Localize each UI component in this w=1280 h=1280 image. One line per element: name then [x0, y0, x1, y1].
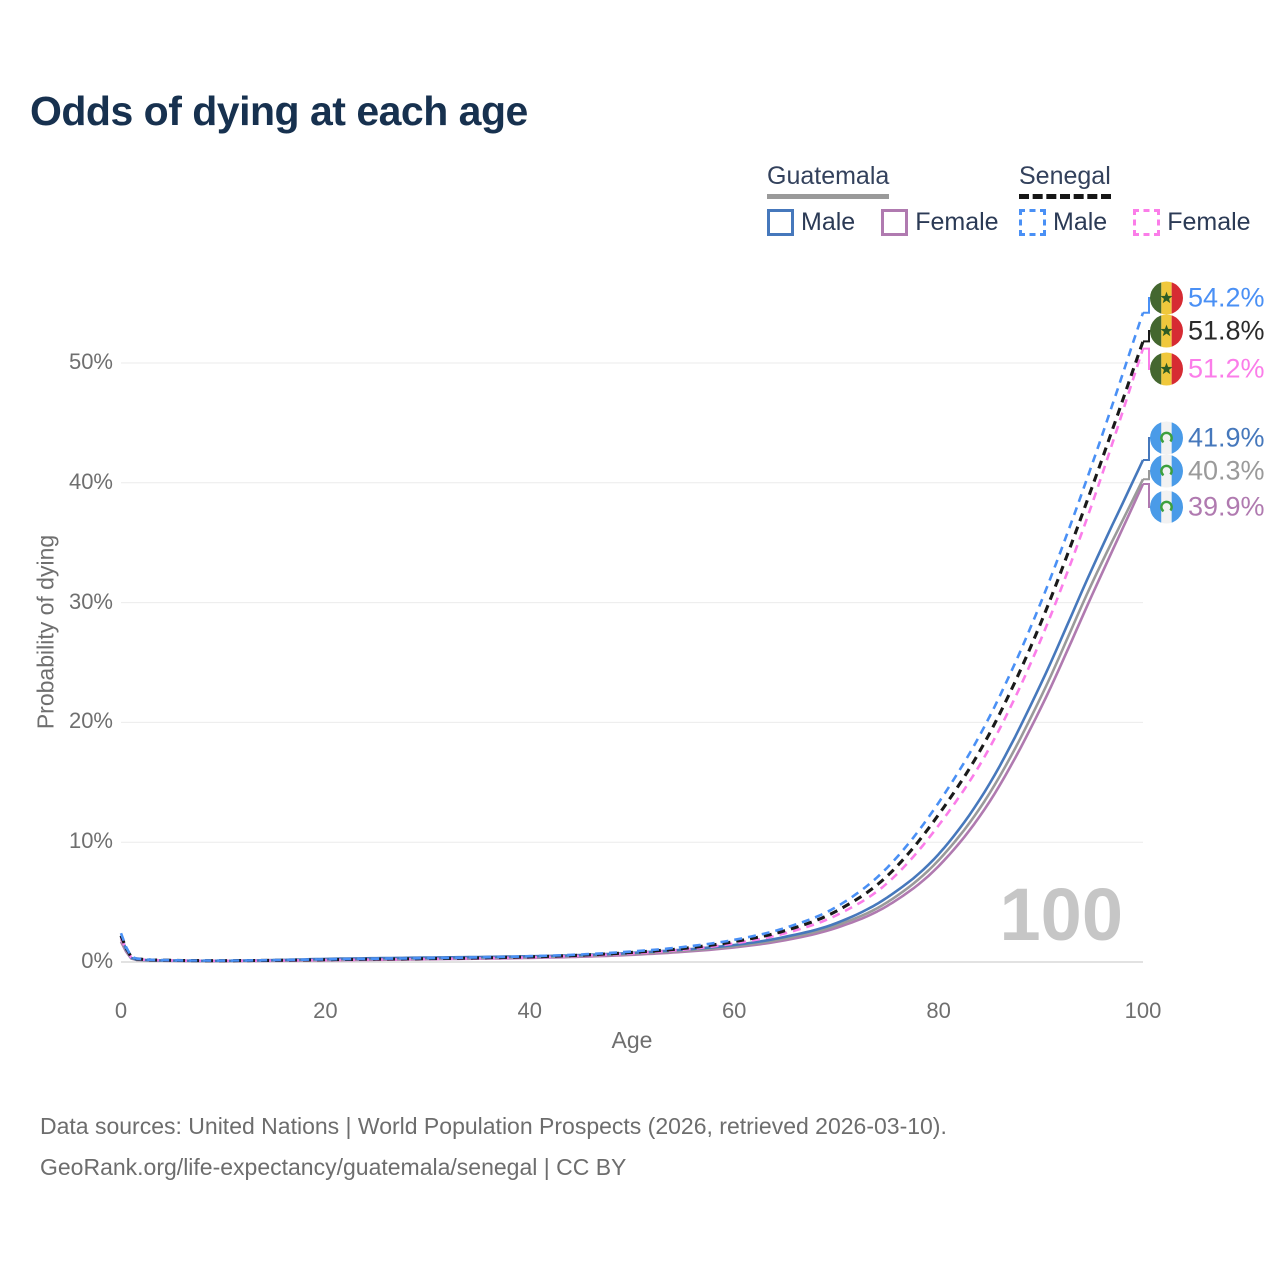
- page-title: Odds of dying at each age: [30, 88, 528, 134]
- y-axis-tick-label: 0%: [81, 948, 113, 973]
- legend-group-guatemala: Guatemala Male Female: [767, 162, 1025, 237]
- senegal-flag-icon: [1150, 314, 1183, 348]
- legend-item-guatemala-male[interactable]: Male: [767, 208, 855, 237]
- guatemala-flag-icon: [1150, 454, 1183, 488]
- end-label-senegal_female: 51.2%: [1150, 352, 1265, 386]
- guatemala-flag-icon: [1150, 490, 1183, 524]
- legend-group-senegal: Senegal Male Female: [1019, 162, 1277, 237]
- legend-swatch-guatemala-female-icon: [881, 209, 909, 236]
- end-label-value-guatemala_female: 39.9%: [1188, 491, 1265, 522]
- x-axis-tick-label: 0: [114, 998, 128, 1023]
- legend-country-guatemala[interactable]: Guatemala: [767, 162, 890, 199]
- x-axis-tick-label: 80: [926, 998, 951, 1023]
- end-label-guatemala_female: 39.9%: [1150, 490, 1265, 524]
- x-axis-title: Age: [611, 1027, 653, 1053]
- legend-item-senegal-male[interactable]: Male: [1019, 208, 1107, 237]
- y-axis-tick-label: 40%: [68, 468, 113, 494]
- legend-country-senegal[interactable]: Senegal: [1019, 162, 1111, 199]
- legend-swatch-guatemala-male-icon: [767, 209, 794, 236]
- senegal-flag-icon: [1150, 281, 1183, 315]
- end-label-value-senegal_female: 51.2%: [1188, 353, 1265, 384]
- end-label-value-senegal_male: 54.2%: [1188, 282, 1265, 313]
- end-label-guatemala_both: 40.3%: [1150, 454, 1265, 488]
- legend-label-senegal-female: Female: [1167, 208, 1251, 236]
- legend-item-senegal-female[interactable]: Female: [1133, 208, 1251, 237]
- series-line-guatemala_male[interactable]: [119, 459, 1145, 963]
- x-axis-tick-label: 60: [721, 998, 747, 1023]
- legend-label-guatemala-male: Male: [801, 208, 856, 236]
- end-label-senegal_both: 51.8%: [1150, 314, 1265, 348]
- end-label-value-senegal_both: 51.8%: [1188, 315, 1265, 346]
- x-axis-tick-label: 100: [1124, 998, 1162, 1023]
- y-axis-tick-label: 20%: [68, 708, 113, 734]
- series-line-guatemala_both[interactable]: [119, 478, 1145, 963]
- legend-swatch-senegal-male-icon: [1019, 209, 1046, 236]
- series-line-senegal_male[interactable]: [119, 312, 1145, 962]
- x-axis-tick-label: 20: [313, 998, 338, 1023]
- legend-label-senegal-male: Male: [1053, 208, 1108, 236]
- series-line-senegal_both[interactable]: [119, 340, 1145, 963]
- footer: Data sources: United Nations | World Pop…: [40, 1106, 947, 1188]
- end-label-value-guatemala_male: 41.9%: [1188, 422, 1265, 453]
- senegal-flag-icon: [1150, 352, 1183, 386]
- y-axis-tick-label: 50%: [68, 349, 113, 374]
- age-counter-watermark: 100: [999, 873, 1123, 956]
- x-axis-tick-label: 40: [517, 998, 543, 1023]
- end-label-senegal_male: 54.2%: [1150, 281, 1265, 315]
- end-label-guatemala_male: 41.9%: [1150, 421, 1265, 455]
- footer-attribution: GeoRank.org/life-expectancy/guatemala/se…: [40, 1154, 627, 1180]
- y-axis-tick-label: 30%: [68, 588, 113, 614]
- legend-swatch-senegal-female-icon: [1133, 209, 1161, 236]
- guatemala-flag-icon: [1150, 421, 1183, 455]
- end-label-value-guatemala_both: 40.3%: [1188, 455, 1265, 486]
- legend-item-guatemala-female[interactable]: Female: [881, 208, 999, 237]
- series-line-senegal_female[interactable]: [119, 348, 1145, 963]
- footer-data-sources: Data sources: United Nations | World Pop…: [40, 1113, 947, 1139]
- legend-label-guatemala-female: Female: [915, 208, 999, 236]
- y-axis-title: Probability of dying: [32, 534, 59, 730]
- y-axis-tick-label: 10%: [68, 828, 113, 854]
